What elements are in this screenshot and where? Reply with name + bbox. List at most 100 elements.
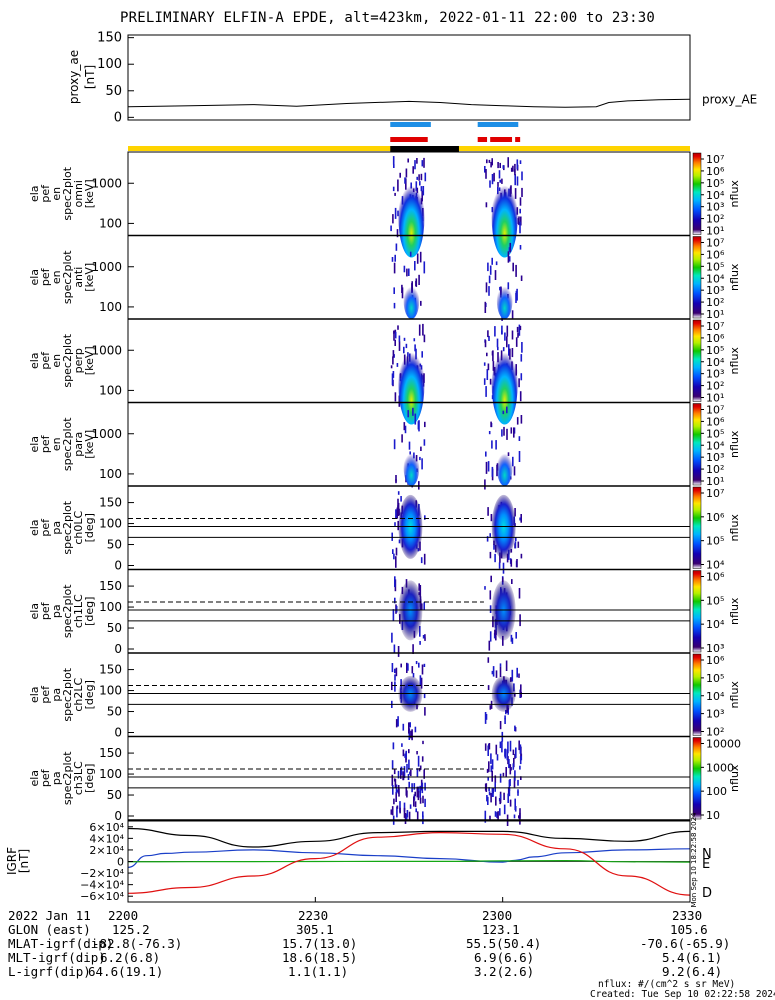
colorbar-label: 10⁷ [706,404,724,417]
proxy-ae-ylabel: proxy_ae [67,50,81,104]
energy-ylabel-perp: pef [39,351,52,370]
pa-speckle [397,770,400,779]
proxy-ae-tick-label: 100 [97,57,122,72]
pa-speckle [419,626,421,637]
pa-speckle [411,729,413,741]
footer-date: 2022 Jan 11 [8,908,91,923]
pa-speckle [499,799,501,805]
pa-speckle [424,798,426,807]
pa-ylabel-ch2LC: spec2plot [61,667,74,721]
proxy-ae-frame [127,34,691,121]
bfield-unit: [nT] [17,849,31,873]
spectrogram-speckle [420,300,422,306]
colorbar-label: 10³ [706,368,724,381]
spectrogram-speckle [488,286,490,296]
pa-speckle [519,744,522,754]
mlat-v2: 55.5(50.4) [466,936,542,951]
spectrogram-speckle [418,174,420,181]
pa-speckle [397,646,400,657]
spectrogram-speckle [395,243,398,251]
pa-speckle [409,771,411,775]
spectrogram-speckle [508,247,511,252]
pa-speckle [397,716,399,727]
mlat-v0: -82.8(-76.3) [92,936,183,951]
footer-mlat-label: MLAT-igrf(dip) [8,936,114,951]
pa-speckle [517,779,519,786]
bfield-tick-label: −2×10⁴ [80,867,124,880]
pa-speckle [489,533,491,537]
energy-flux-enhancement [491,177,518,258]
colorbar-unit: nflux [728,764,741,792]
spectrogram-speckle [512,456,514,467]
pa-speckle [421,664,424,675]
spectrogram-speckle [394,254,396,262]
pa-speckle [391,663,394,673]
colorbar-label: 10³ [706,642,724,655]
energy-ylabel-perp: en [50,354,63,368]
spectrogram-speckle [502,410,505,415]
pa-speckle [404,753,406,758]
spectrogram-speckle [496,338,499,348]
spectrogram-speckle [512,262,514,272]
pa-speckle [493,632,496,639]
pa-speckle [396,805,399,809]
spectrogram-speckle [423,439,426,446]
energy-ylabel-anti: [keV] [83,263,96,292]
spectrogram-speckle [393,330,395,334]
spectrogram-speckle [409,251,412,257]
science-zone-red-mark [515,137,521,142]
colorbar-label: 10000 [706,738,741,751]
spectrogram-speckle [514,188,517,199]
pa-ylabel-ch1LC: pef [39,601,52,620]
pa-ylabel-ch3LC: ela [28,770,41,787]
colorbar-label: 10⁵ [706,177,724,190]
pa-speckle [391,806,394,816]
spectrogram-speckle [488,275,491,284]
pa-speckle [499,794,502,801]
spectrogram-speckle [395,479,397,484]
bfield-label-N: N [702,847,712,862]
pa-speckle [486,768,489,773]
spectrogram-speckle [519,221,521,234]
pa-speckle [518,588,521,599]
colorbar-unit: nflux [728,514,741,542]
spectrogram-speckle [483,362,486,366]
pa-speckle [413,783,416,790]
pa-speckle [491,770,493,782]
energy-ylabel-perp: ela [28,352,41,369]
spectrogram-speckle [490,421,492,428]
pa-speckle [514,798,516,810]
spectrogram-speckle [519,197,522,206]
pa-speckle [391,632,393,643]
spectrogram-speckle [489,378,492,385]
spectrogram-speckle [485,451,487,457]
spectrogram-speckle [416,158,418,164]
pa-speckle [406,662,408,673]
pa-speckle [488,743,491,750]
spectrogram-speckle [398,395,401,407]
pa-speckle [507,741,509,754]
spectrogram-speckle [394,331,397,339]
pa-speckle [405,755,407,763]
pa-tick-label: 150 [99,579,122,593]
pa-speckle [411,666,414,674]
pa-speckle [503,792,505,800]
pa-ylabel-ch3LC: spec2plot [61,751,74,805]
pa-speckle [484,810,487,823]
pa-speckle [506,553,509,563]
spectrogram-speckle [517,218,520,225]
spectrogram-speckle [518,324,521,336]
spectrogram-speckle [491,440,493,449]
spectrogram-speckle [517,332,519,338]
bfield-tick-label: 0 [117,856,124,869]
pa-speckle [517,541,520,548]
spectrogram-speckle [487,330,489,338]
pa-speckle [394,681,396,692]
pa-speckle [423,663,426,667]
pa-speckle [407,663,409,671]
pa-speckle [393,553,395,560]
colorbar [692,403,702,486]
mlt-v2: 6.9(6.6) [474,950,535,965]
spectrogram-speckle [491,158,493,166]
pa-speckle [490,793,492,803]
